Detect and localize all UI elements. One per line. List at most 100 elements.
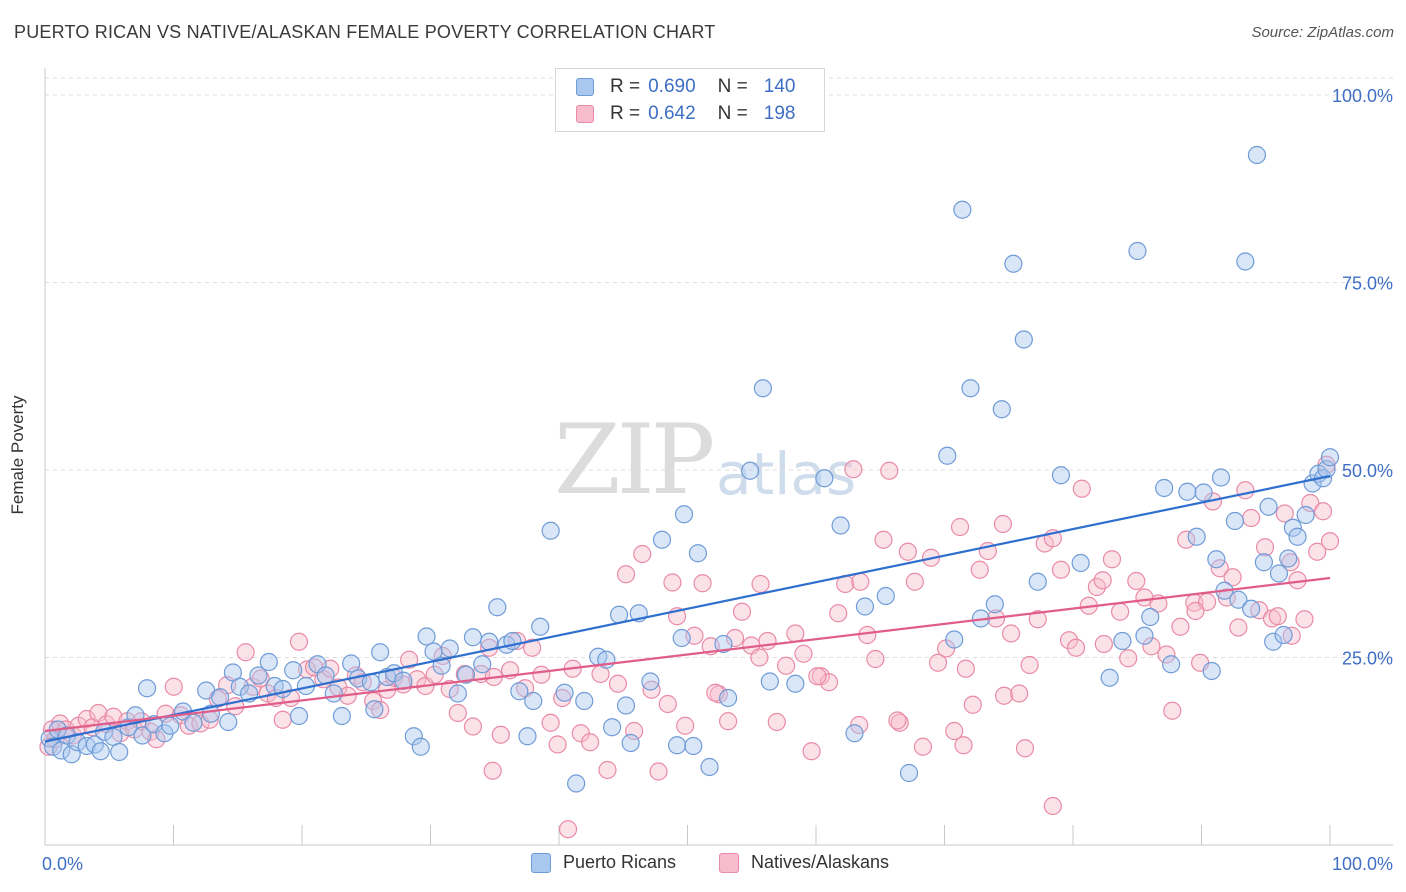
data-point xyxy=(658,694,677,714)
data-point xyxy=(1155,478,1174,498)
data-point xyxy=(456,665,476,684)
data-point xyxy=(425,665,444,684)
data-point xyxy=(1051,560,1071,579)
data-point xyxy=(1320,532,1340,551)
data-point xyxy=(1194,483,1213,502)
legend-item-natives-alaskans[interactable]: Natives/Alaskans xyxy=(719,852,889,873)
data-point xyxy=(956,659,975,678)
legend-r-value: 0.690 xyxy=(648,76,696,97)
data-point xyxy=(1177,530,1196,549)
data-point xyxy=(1207,550,1226,569)
axes xyxy=(44,68,1393,846)
data-point xyxy=(522,638,542,657)
data-point xyxy=(342,654,361,673)
legend-item-puerto-ricans[interactable]: Puerto Ricans xyxy=(531,852,676,873)
data-point xyxy=(365,700,384,719)
data-point xyxy=(963,695,982,714)
data-point xyxy=(1135,626,1154,645)
data-point xyxy=(473,655,492,674)
data-point xyxy=(899,763,919,783)
data-point xyxy=(880,461,899,480)
data-point xyxy=(1202,661,1221,681)
data-point xyxy=(751,574,770,594)
data-point xyxy=(1275,504,1294,523)
data-point xyxy=(1171,617,1190,636)
data-point xyxy=(995,686,1014,705)
data-point xyxy=(684,736,703,756)
data-point xyxy=(137,679,157,698)
data-point xyxy=(184,713,203,732)
data-point xyxy=(874,530,893,549)
data-point xyxy=(786,674,805,693)
data-point xyxy=(1320,448,1340,467)
legend-label: Natives/Alaskans xyxy=(751,852,890,872)
data-point xyxy=(1308,542,1327,561)
data-point xyxy=(760,672,779,691)
data-point xyxy=(440,639,459,658)
data-point xyxy=(284,661,303,680)
data-point xyxy=(1301,493,1320,513)
data-point xyxy=(463,717,483,736)
data-point xyxy=(91,742,110,761)
data-point xyxy=(876,586,895,606)
data-point xyxy=(580,733,600,752)
data-point xyxy=(1313,502,1333,521)
legend-n-value: 140 xyxy=(763,76,796,97)
correlation-legend: R = 0.690 N = 140 R = 0.642 N = 198 xyxy=(555,68,825,132)
data-point xyxy=(621,733,640,753)
blue-swatch-icon xyxy=(531,852,551,873)
data-point xyxy=(970,560,989,579)
data-point xyxy=(633,544,652,564)
data-point xyxy=(672,628,691,648)
data-point xyxy=(608,674,628,693)
data-point xyxy=(483,761,502,780)
source-attribution: Source: ZipAtlas.com xyxy=(1251,24,1394,41)
data-point xyxy=(652,530,672,549)
data-point xyxy=(858,625,877,645)
data-point xyxy=(448,703,467,723)
data-point xyxy=(688,544,708,563)
data-point xyxy=(1236,481,1255,500)
data-point xyxy=(1001,624,1021,643)
data-point xyxy=(718,688,738,708)
data-point xyxy=(236,643,255,662)
data-point xyxy=(1113,631,1132,651)
data-point xyxy=(850,715,869,735)
data-point xyxy=(411,737,430,756)
data-point xyxy=(1127,571,1146,591)
data-point xyxy=(1229,618,1248,637)
data-point xyxy=(718,712,738,731)
data-point xyxy=(693,574,712,593)
data-point xyxy=(674,505,694,524)
data-point xyxy=(1283,518,1302,537)
data-point xyxy=(249,666,268,685)
data-point xyxy=(603,718,622,737)
data-point xyxy=(1225,511,1245,531)
y-tick-label: 75.0% xyxy=(1342,274,1393,294)
data-point xyxy=(524,691,543,711)
data-point xyxy=(831,516,850,535)
data-point xyxy=(1295,610,1314,629)
pink-swatch-icon xyxy=(576,105,594,123)
data-point xyxy=(62,745,81,764)
legend-label: Puerto Ricans xyxy=(563,852,677,872)
legend-n-label: N = xyxy=(717,103,748,124)
legend-r-label: R = xyxy=(610,76,641,97)
data-point xyxy=(1186,601,1205,621)
data-point xyxy=(518,727,537,746)
data-point xyxy=(786,624,805,643)
data-point xyxy=(938,446,957,465)
data-point xyxy=(1236,252,1255,271)
data-point xyxy=(575,691,594,711)
data-point xyxy=(273,710,292,729)
data-point xyxy=(558,820,578,839)
tick-labels: 25.0% 50.0% 75.0% 100.0% 0.0% 100.0% xyxy=(42,86,1393,874)
data-point xyxy=(1066,638,1086,657)
data-point xyxy=(851,572,870,591)
data-point xyxy=(332,706,351,726)
data-point xyxy=(1254,553,1273,572)
data-point xyxy=(767,712,786,732)
x-tick-label: 0.0% xyxy=(42,854,83,874)
data-point xyxy=(1187,527,1206,546)
data-point xyxy=(1162,655,1181,674)
